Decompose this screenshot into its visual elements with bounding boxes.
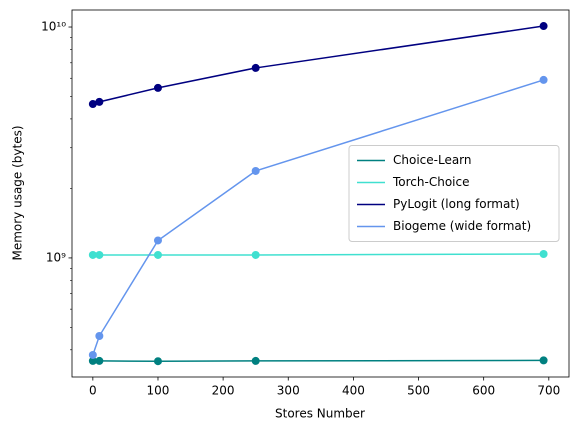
data-point [88, 250, 97, 259]
data-point [539, 249, 548, 258]
data-point [95, 356, 104, 365]
data-point [153, 250, 162, 259]
y-tick-label: 10¹⁰ [41, 20, 66, 34]
y-axis-label: Memory usage (bytes) [11, 125, 25, 260]
axes-frame [71, 9, 570, 378]
data-point [88, 356, 97, 365]
legend-label: PyLogit (long format) [393, 197, 520, 211]
x-tick-label: 0 [89, 384, 97, 398]
legend-label: Torch-Choice [392, 175, 469, 189]
data-point [539, 356, 548, 365]
data-point [251, 356, 260, 365]
data-point [539, 22, 548, 31]
data-point [539, 75, 548, 84]
x-tick-label: 500 [407, 384, 430, 398]
data-point [95, 97, 104, 106]
y-tick-label: 10⁹ [46, 250, 66, 264]
x-tick-label: 200 [212, 384, 235, 398]
x-tick-label: 100 [147, 384, 170, 398]
data-point [153, 236, 162, 245]
data-point [153, 83, 162, 92]
data-point [251, 166, 260, 175]
legend-label: Choice-Learn [393, 153, 472, 167]
legend-box [348, 145, 560, 242]
x-tick-label: 400 [342, 384, 365, 398]
legend-label: Biogeme (wide format) [393, 219, 531, 233]
data-point [153, 357, 162, 366]
data-point [95, 250, 104, 259]
x-axis-label: Stores Number [275, 407, 365, 421]
data-point [251, 63, 260, 72]
data-point [95, 332, 104, 341]
data-point [88, 350, 97, 359]
data-point [88, 100, 97, 109]
data-point [251, 250, 260, 259]
series-line [92, 25, 544, 105]
x-tick-label: 300 [277, 384, 300, 398]
x-tick-label: 700 [537, 384, 560, 398]
x-tick-label: 600 [472, 384, 495, 398]
